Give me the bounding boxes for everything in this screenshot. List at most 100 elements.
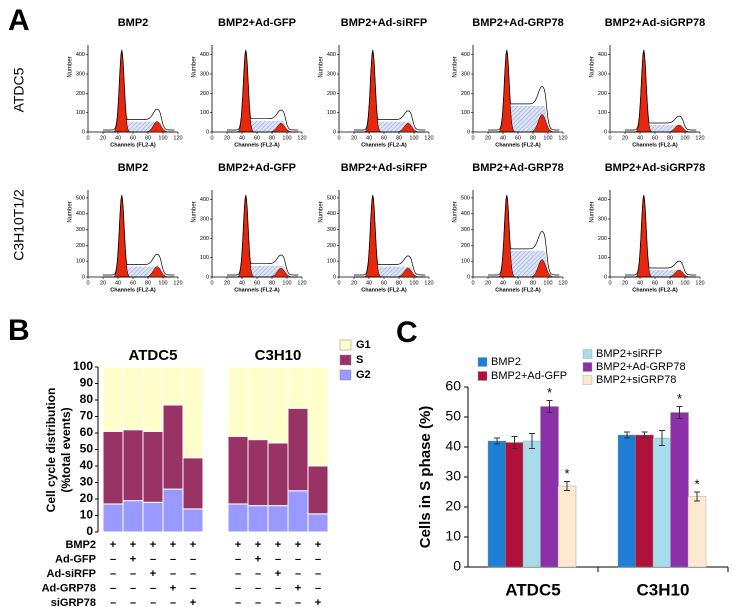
- x-tick-label: 120: [695, 280, 704, 286]
- y-tick-label: 200: [461, 243, 470, 249]
- y-tick-label: 0: [206, 274, 209, 280]
- treatment-mark: –: [315, 553, 321, 565]
- y-tick-label: 100: [598, 255, 607, 261]
- histogram-title: BMP2+Ad-siRFP: [341, 162, 428, 174]
- x-tick-label: 60: [381, 280, 387, 286]
- y-axis-label: Cell cycle distribution: [44, 388, 58, 513]
- bar: [617, 434, 637, 568]
- bar-segment: [267, 442, 289, 507]
- treatment-mark: –: [170, 597, 176, 607]
- x-tick-label: 120: [173, 135, 182, 141]
- x-tick-label: 0: [210, 135, 213, 141]
- treatment-mark: –: [255, 568, 261, 580]
- legend-label: BMP2+siRFP: [596, 348, 662, 360]
- y-tick-label: 300: [598, 71, 607, 77]
- outline: [625, 49, 697, 131]
- error-bar: [511, 436, 518, 449]
- treatment-mark: +: [150, 568, 156, 580]
- bar-segment: [227, 503, 249, 533]
- x-tick-label: 120: [297, 280, 306, 286]
- x-tick-label: 20: [224, 280, 230, 286]
- x-axis-label: Channels (FL2-A): [110, 142, 156, 148]
- error-bar: [494, 437, 500, 445]
- histogram-title: BMP2+Ad-GRP78: [472, 17, 563, 29]
- x-tick-label: 60: [381, 135, 387, 141]
- g2-peak: [103, 266, 175, 278]
- y-tick-label: 400: [461, 211, 470, 217]
- outline: [354, 194, 426, 276]
- error-bar: [564, 481, 570, 491]
- treatment-mark: +: [130, 539, 136, 551]
- x-tick-label: 120: [695, 135, 704, 141]
- treatment-mark: +: [130, 553, 136, 565]
- x-tick-label: 100: [158, 280, 167, 286]
- x-tick-label: 120: [424, 280, 433, 286]
- y-tick-label: 0: [604, 129, 607, 135]
- treatment-mark: +: [315, 597, 321, 607]
- treatment-mark: +: [170, 582, 176, 594]
- row-label: ATDC5: [11, 67, 27, 112]
- treatment-mark: +: [255, 553, 261, 565]
- g1-peak: [354, 51, 426, 133]
- g2-peak: [488, 114, 560, 133]
- error-bar: [624, 431, 630, 439]
- x-tick-label: 40: [500, 280, 506, 286]
- y-tick-label: 400: [76, 211, 85, 217]
- legend-label: BMP2: [491, 356, 521, 368]
- bar-segment: [142, 501, 164, 533]
- x-tick-label: 100: [282, 280, 291, 286]
- x-tick-label: 100: [680, 280, 689, 286]
- bar-segment: [162, 366, 184, 406]
- legend-swatch: [582, 362, 593, 372]
- y-tick-label: 200: [598, 236, 607, 242]
- y-tick-label: 0: [333, 129, 336, 135]
- significance-mark: *: [677, 391, 682, 406]
- treatment-mark: –: [295, 568, 301, 580]
- bar-segment: [227, 366, 249, 437]
- panel-label: C: [396, 316, 418, 349]
- outline: [354, 49, 426, 131]
- bar-segment: [307, 465, 329, 515]
- significance-mark: *: [564, 466, 569, 481]
- y-tick-label: 0: [604, 274, 607, 280]
- x-tick-label: 40: [239, 280, 245, 286]
- x-tick-label: 60: [652, 135, 658, 141]
- significance-mark: *: [694, 476, 699, 491]
- y-tick-label: 60: [445, 378, 461, 394]
- treatment-mark: –: [170, 553, 176, 565]
- legend-label: BMP2+Ad-GFP: [491, 370, 567, 382]
- legend-label: BMP2+siGRP78: [596, 374, 676, 386]
- bar-segment: [267, 366, 289, 444]
- treatment-mark: –: [235, 582, 241, 594]
- legend-swatch: [339, 369, 352, 381]
- legend-swatch: [477, 357, 488, 367]
- error-bar: [529, 433, 535, 449]
- x-tick-label: 20: [351, 135, 357, 141]
- y-tick-label: 30: [80, 475, 94, 489]
- y-tick-label: 300: [461, 227, 470, 233]
- bar-segment: [287, 490, 309, 533]
- y-tick-label: 300: [327, 71, 336, 77]
- x-axis-label: Channels (FL2-A): [234, 287, 280, 293]
- y-tick-label: 40: [445, 438, 461, 454]
- error-bar: [676, 406, 683, 419]
- x-tick-label: 80: [667, 135, 673, 141]
- bar-segment: [122, 500, 144, 533]
- legend-label: BMP2+Ad-GRP78: [596, 361, 686, 373]
- row-label: Ad-GRP78: [42, 582, 96, 594]
- y-tick-label: 40: [80, 458, 94, 472]
- bar-segment: [162, 488, 184, 533]
- legend-label: G1: [356, 339, 371, 351]
- bar-segment: [102, 430, 124, 505]
- row-label: C3H10T1/2: [11, 189, 27, 261]
- y-tick-label: 200: [327, 91, 336, 97]
- y-tick-label: 200: [76, 91, 85, 97]
- bar-segment: [122, 429, 144, 502]
- y-tick-label: 70: [80, 409, 94, 423]
- y-tick-label: 20: [80, 491, 94, 505]
- error-bar: [694, 491, 700, 502]
- y-tick-label: 0: [82, 274, 85, 280]
- bar-segment: [267, 505, 289, 533]
- y-tick-label: 200: [76, 243, 85, 249]
- treatment-mark: +: [190, 597, 196, 607]
